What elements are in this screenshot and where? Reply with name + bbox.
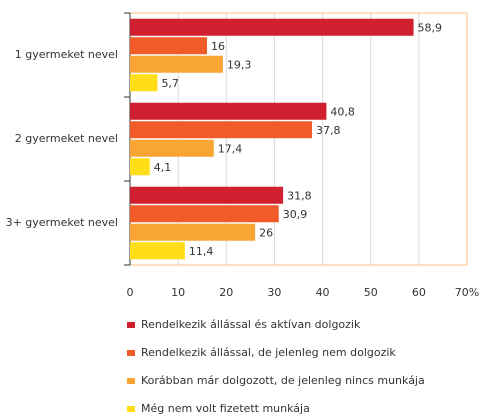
bar — [130, 55, 223, 73]
bar — [130, 18, 414, 36]
x-tick-label: 50 — [364, 286, 378, 299]
value-label: 16 — [211, 40, 225, 53]
value-label: 58,9 — [418, 21, 443, 34]
legend-swatch — [127, 378, 135, 384]
x-tick-label: 30 — [267, 286, 281, 299]
legend-label: Rendelkezik állással és aktívan dolgozik — [141, 318, 361, 331]
legend-swatch — [127, 406, 135, 412]
y-tick-label: 3+ gyermeket nevel — [6, 216, 118, 229]
value-label: 19,3 — [227, 58, 252, 71]
value-label: 30,9 — [283, 208, 308, 221]
legend-label: Még nem volt fizetett munkája — [141, 402, 310, 415]
legend-label: Rendelkezik állással, de jelenleg nem do… — [141, 346, 396, 359]
value-label: 4,1 — [154, 161, 172, 174]
bar — [130, 223, 256, 241]
value-label: 11,4 — [189, 245, 214, 258]
x-tick-label: 10 — [171, 286, 185, 299]
x-tick-label: 0 — [127, 286, 134, 299]
bar — [130, 242, 185, 260]
bar — [130, 102, 327, 120]
value-label: 17,4 — [218, 142, 243, 155]
legend-label: Korábban már dolgozott, de jelenleg ninc… — [141, 374, 425, 387]
bar — [130, 205, 279, 223]
bar — [130, 158, 150, 176]
x-tick-label: 60 — [412, 286, 426, 299]
value-label: 5,7 — [161, 77, 179, 90]
bar — [130, 37, 208, 55]
value-label: 40,8 — [330, 105, 355, 118]
value-label: 37,8 — [316, 124, 341, 137]
legend-swatch — [127, 350, 135, 356]
y-tick-label: 2 gyermeket nevel — [15, 132, 118, 145]
value-label: 31,8 — [287, 189, 312, 202]
x-tick-label: 20 — [219, 286, 233, 299]
y-tick-label: 1 gyermeket nevel — [15, 48, 118, 61]
bar — [130, 74, 158, 92]
bar — [130, 186, 284, 204]
value-label: 26 — [259, 226, 273, 239]
x-tick-label: 70% — [455, 286, 479, 299]
bar — [130, 121, 312, 139]
x-tick-label: 40 — [316, 286, 330, 299]
legend-swatch — [127, 322, 135, 328]
bar — [130, 139, 214, 157]
